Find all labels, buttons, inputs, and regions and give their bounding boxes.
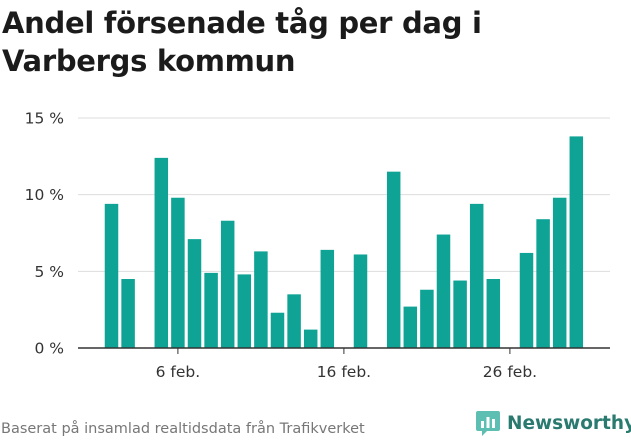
bar: [569, 136, 584, 348]
bar: [536, 219, 550, 348]
brand-logo: Newsworthy: [475, 406, 631, 440]
bar: [469, 203, 484, 348]
bar: [436, 234, 451, 348]
bar: [486, 279, 501, 348]
y-tick-label: 15 %: [25, 110, 64, 128]
bars: [104, 136, 584, 348]
newsworthy-logo-icon: [476, 411, 500, 436]
y-tick-labels: 0 % 5 % 10 % 15 %: [25, 110, 64, 358]
bar: [287, 294, 301, 348]
bar: [104, 203, 119, 348]
x-tick-labels: 6 feb. 16 feb. 26 feb.: [156, 363, 537, 381]
chart-title: Andel försenade tåg per dag i Varbergs k…: [2, 6, 482, 78]
source-note: Baserat på insamlad realtidsdata från Tr…: [1, 421, 365, 437]
x-tick-label: 26 feb.: [483, 363, 537, 381]
bar: [187, 239, 202, 348]
bar: [353, 254, 368, 348]
bar: [237, 274, 252, 348]
bar: [403, 306, 418, 348]
bar: [386, 171, 401, 348]
y-tick-label: 0 %: [34, 340, 64, 358]
bar: [254, 251, 268, 348]
bar: [154, 157, 169, 348]
bar: [171, 197, 185, 348]
bar-chart: 0 % 5 % 10 % 15 % 6 feb. 16 feb. 26 feb.: [25, 110, 610, 381]
bar: [420, 289, 434, 348]
axes: [78, 347, 610, 354]
bar: [121, 279, 135, 348]
bar: [220, 220, 235, 348]
bar: [519, 252, 534, 348]
x-tick-label: 16 feb.: [317, 363, 371, 381]
bar: [303, 329, 318, 348]
bar: [270, 312, 285, 348]
y-tick-label: 10 %: [25, 186, 64, 204]
bar: [552, 197, 567, 348]
bar: [453, 280, 467, 348]
brand-name: Newsworthy: [507, 412, 631, 434]
bar: [320, 249, 335, 348]
bar: [204, 272, 218, 348]
x-tick-label: 6 feb.: [156, 363, 201, 381]
y-tick-label: 5 %: [34, 263, 64, 281]
